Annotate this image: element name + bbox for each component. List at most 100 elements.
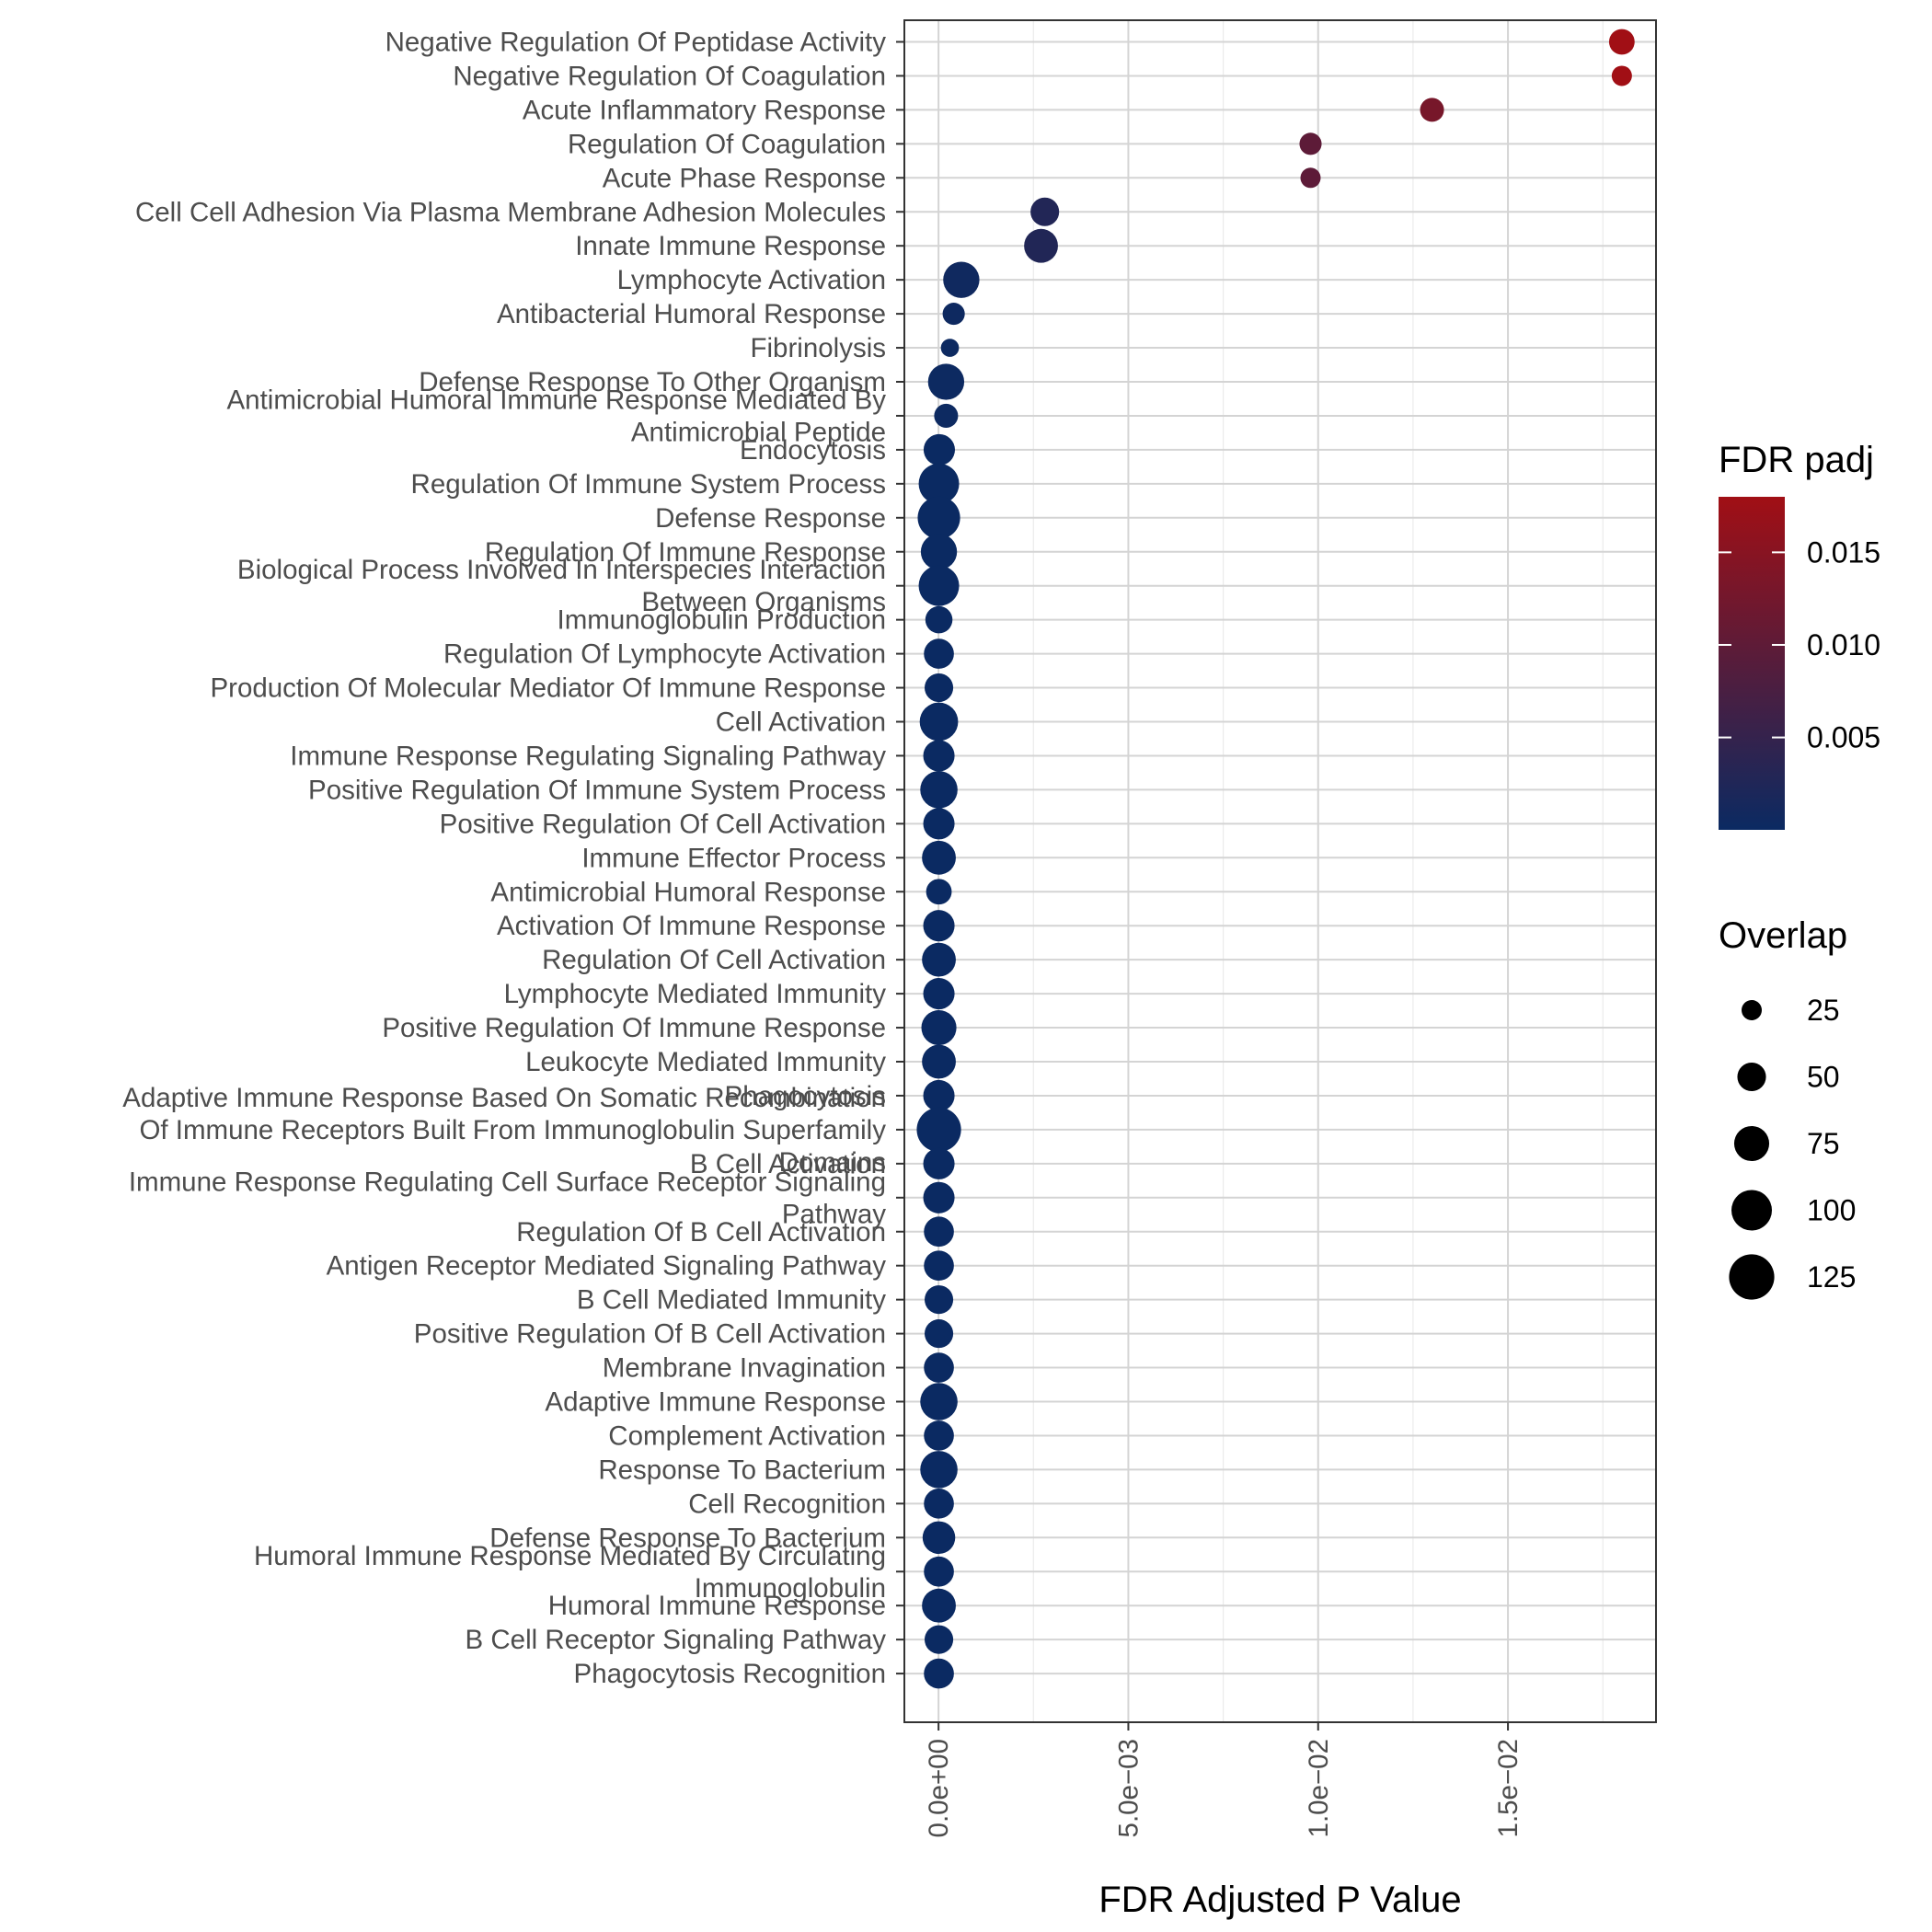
- data-point: [922, 1588, 956, 1623]
- y-tick-label: Negative Regulation Of Peptidase Activit…: [385, 28, 887, 58]
- x-tick-label: 0.0e+00: [924, 1739, 954, 1837]
- y-tick-label: Phagocytosis: [725, 1081, 886, 1111]
- data-point: [924, 1420, 954, 1451]
- x-tick-label: 5.0e−03: [1113, 1739, 1144, 1837]
- data-point: [1030, 197, 1060, 226]
- data-point: [942, 303, 965, 326]
- y-tick-label: Humoral Immune Response: [548, 1591, 886, 1621]
- size-legend-key: [1733, 1125, 1770, 1162]
- color-bar-tick-label: 0.005: [1807, 721, 1880, 754]
- size-legend-label: 25: [1807, 994, 1840, 1027]
- data-point: [924, 1489, 954, 1519]
- y-tick-label: Regulation Of B Cell Activation: [516, 1217, 886, 1248]
- y-tick-label: Activation Of Immune Response: [497, 911, 886, 941]
- y-tick-label: Immune Response Regulating Cell Surface …: [129, 1167, 886, 1197]
- y-tick-label: Antimicrobial Humoral Immune Response Me…: [227, 385, 887, 415]
- data-point: [922, 1044, 956, 1079]
- color-bar: [1719, 497, 1785, 830]
- y-tick-label: Regulation Of Immune System Process: [411, 469, 886, 500]
- y-tick-label: Immunoglobulin: [695, 1573, 886, 1604]
- y-tick-label: Regulation Of Immune Response: [485, 537, 886, 568]
- y-tick-label: Adaptive Immune Response: [545, 1387, 886, 1418]
- y-tick-label: Immune Response Regulating Signaling Pat…: [290, 741, 886, 771]
- size-legend-title: Overlap: [1719, 915, 1847, 956]
- size-legend: Overlap 25 50 75 100 125: [1719, 915, 1856, 1300]
- size-legend-key: [1731, 1190, 1772, 1231]
- data-point: [918, 463, 960, 504]
- data-point: [923, 978, 955, 1010]
- size-legend-key: [1737, 1062, 1766, 1092]
- y-tick-label: Defense Response To Other Organism: [419, 367, 886, 397]
- y-tick-label: Complement Activation: [608, 1420, 886, 1451]
- y-tick-label: Response To Bacterium: [598, 1455, 886, 1485]
- color-legend-title: FDR padj: [1719, 440, 1874, 480]
- data-point: [923, 740, 955, 772]
- data-point: [920, 534, 958, 570]
- y-tick-label: Immune Effector Process: [581, 843, 886, 873]
- x-tick-label: 1.0e−02: [1304, 1739, 1334, 1837]
- data-point: [923, 433, 956, 466]
- y-tick-label: Of Immune Receptors Built From Immunoglo…: [139, 1115, 886, 1145]
- data-point: [927, 363, 965, 400]
- size-legend-key: [1742, 1000, 1762, 1020]
- data-point: [924, 1352, 954, 1383]
- y-tick-label: Biological Process Involved In Interspec…: [237, 555, 886, 585]
- size-legend-key: [1729, 1254, 1775, 1300]
- data-point: [924, 1319, 954, 1349]
- y-tick-label: B Cell Activation: [690, 1149, 886, 1179]
- y-tick-label: Positive Regulation Of Immune Response: [382, 1013, 886, 1043]
- data-point: [917, 496, 960, 539]
- data-point: [921, 1009, 957, 1046]
- y-tick-label: Defense Response: [655, 503, 886, 534]
- data-points: [916, 29, 1635, 1689]
- data-point: [923, 910, 955, 942]
- data-point: [924, 1216, 954, 1248]
- y-tick-label: Production Of Molecular Mediator Of Immu…: [210, 673, 886, 704]
- y-tick-label: Regulation Of Coagulation: [568, 129, 886, 159]
- y-tick-label: Cell Cell Adhesion Via Plasma Membrane A…: [135, 197, 886, 227]
- data-point: [923, 1181, 955, 1213]
- y-tick-label: Antimicrobial Humoral Response: [490, 877, 886, 907]
- y-tick-label: Lymphocyte Activation: [617, 265, 886, 295]
- size-legend-label: 125: [1807, 1260, 1856, 1294]
- data-point: [924, 1556, 954, 1587]
- color-bar-ticks: 0.005 0.010 0.015: [1719, 535, 1880, 754]
- panel-border: [903, 19, 1657, 1723]
- y-tick-label: Phagocytosis Recognition: [574, 1659, 886, 1689]
- x-tick-label: 1.5e−02: [1493, 1739, 1524, 1837]
- data-point: [918, 565, 960, 606]
- data-point: [1299, 132, 1322, 155]
- data-point: [1024, 228, 1058, 263]
- data-point: [920, 1451, 958, 1489]
- data-point: [924, 673, 954, 703]
- y-tick-label: Domains: [779, 1147, 886, 1178]
- y-tick-label: Immunoglobulin Production: [558, 605, 887, 636]
- y-tick-label: Defense Response To Bacterium: [489, 1523, 886, 1553]
- y-tick-label: Pathway: [782, 1199, 886, 1229]
- y-tick-label: Innate Immune Response: [575, 231, 886, 261]
- y-tick-label: Antibacterial Humoral Response: [497, 299, 886, 329]
- size-legend-label: 50: [1807, 1061, 1840, 1094]
- data-point: [920, 1383, 958, 1420]
- y-tick-label: Acute Inflammatory Response: [523, 95, 886, 125]
- data-point: [923, 1079, 955, 1111]
- data-point: [1608, 29, 1635, 55]
- y-tick-label: Lymphocyte Mediated Immunity: [504, 979, 887, 1009]
- data-point: [924, 1285, 954, 1315]
- y-tick-label: Cell Activation: [716, 707, 886, 738]
- data-point: [924, 1250, 954, 1282]
- data-point: [934, 403, 959, 428]
- size-legend-entries: 25 50 75 100 125: [1729, 994, 1856, 1300]
- data-point: [924, 1625, 954, 1654]
- size-legend-label: 100: [1807, 1194, 1856, 1227]
- y-tick-label: Leukocyte Mediated Immunity: [525, 1047, 886, 1077]
- y-tick-label: Acute Phase Response: [603, 163, 886, 193]
- data-point: [1611, 65, 1632, 86]
- y-axis: Negative Regulation Of Peptidase Activit…: [122, 28, 904, 1689]
- data-point: [924, 1658, 954, 1689]
- y-tick-label: Humoral Immune Response Mediated By Circ…: [254, 1541, 886, 1571]
- y-tick-label: Antimicrobial Peptide: [631, 417, 886, 447]
- color-bar-tick-label: 0.015: [1807, 535, 1880, 569]
- y-tick-label: Endocytosis: [740, 435, 886, 466]
